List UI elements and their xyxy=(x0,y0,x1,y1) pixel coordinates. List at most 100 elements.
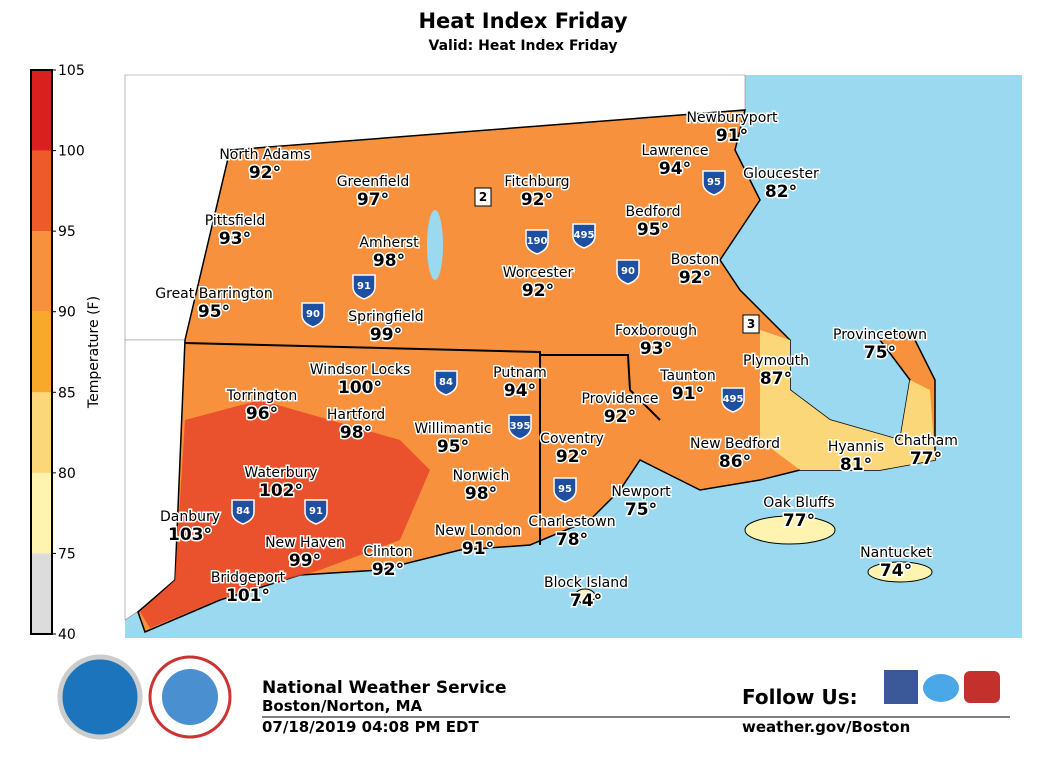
legend-band xyxy=(31,70,52,151)
city-name: Worcester xyxy=(503,265,574,281)
route-label: 84 xyxy=(439,377,453,388)
legend-tick-label: 85 xyxy=(58,385,76,401)
city-name: Provincetown xyxy=(833,327,927,343)
legend-band xyxy=(31,311,52,393)
city-temp: 91° xyxy=(462,539,494,559)
youtube-icon[interactable] xyxy=(964,671,1000,703)
route-label: 495 xyxy=(723,394,744,405)
interstate-shield xyxy=(304,499,328,525)
city-temp: 94° xyxy=(659,159,691,179)
city-temp: 93° xyxy=(640,339,672,359)
city-temp: 92° xyxy=(604,407,636,427)
city-temp: 100° xyxy=(338,378,382,398)
city-temp: 102° xyxy=(259,481,303,501)
twitter-icon[interactable] xyxy=(923,674,959,702)
city-name: Windsor Locks xyxy=(310,362,410,378)
city-temp: 92° xyxy=(679,268,711,288)
interstate-shield xyxy=(301,302,325,328)
city-temp: 92° xyxy=(249,163,281,183)
interstate-shield xyxy=(721,387,745,413)
legend-tick-label: 80 xyxy=(58,466,76,482)
interstate-shield xyxy=(508,414,532,440)
city-name: Lawrence xyxy=(641,143,708,159)
city-name: Norwich xyxy=(453,468,510,484)
route-label: 91 xyxy=(309,506,323,517)
city-name: Hartford xyxy=(327,407,385,423)
city-temp: 101° xyxy=(226,586,270,606)
route-label: 3 xyxy=(747,317,755,331)
city-name: Greenfield xyxy=(337,174,410,190)
interstate-shield xyxy=(616,259,640,285)
city-temp: 75° xyxy=(864,343,896,363)
city-temp: 95° xyxy=(437,437,469,457)
route-box xyxy=(474,187,492,207)
city-name: Block Island xyxy=(544,575,628,591)
interstate-shield xyxy=(553,477,577,503)
city-temp: 92° xyxy=(556,447,588,467)
city-name: Fitchburg xyxy=(504,174,569,190)
city-name: Bedford xyxy=(626,204,681,220)
city-name: Newport xyxy=(611,484,671,500)
city-name: Pittsfield xyxy=(205,213,266,229)
legend-band xyxy=(31,231,52,312)
city-name: Waterbury xyxy=(244,465,317,481)
legend-tick-label: 100 xyxy=(58,144,85,160)
city-temp: 95° xyxy=(637,220,669,240)
city-name: Plymouth xyxy=(743,353,809,369)
url[interactable]: weather.gov/Boston xyxy=(742,718,910,736)
city-temp: 91° xyxy=(672,384,704,404)
route-label: 90 xyxy=(306,309,320,320)
city-name: Gloucester xyxy=(743,166,819,182)
city-temp: 74° xyxy=(880,561,912,581)
subtitle: Valid: Heat Index Friday xyxy=(429,38,618,54)
city-temp: 81° xyxy=(840,455,872,475)
city-name: Oak Bluffs xyxy=(763,495,834,511)
legend-label: Temperature (F) xyxy=(86,296,102,409)
city-temp: 98° xyxy=(373,251,405,271)
city-name: Danbury xyxy=(160,509,220,525)
footer: National Weather Service Boston/Norton, … xyxy=(57,654,1010,740)
legend-band xyxy=(31,472,52,554)
legend-frame xyxy=(30,69,53,635)
city-name: Chatham xyxy=(894,433,958,449)
city-name: Nantucket xyxy=(860,545,932,561)
route-label: 95 xyxy=(707,177,721,188)
city-temp: 98° xyxy=(340,423,372,443)
legend-band xyxy=(31,150,52,232)
city-name: Clinton xyxy=(363,544,412,560)
route-label: 495 xyxy=(574,230,595,241)
interstate-shield xyxy=(231,499,255,525)
agency: National Weather Service xyxy=(262,678,507,698)
city-temp: 99° xyxy=(370,325,402,345)
labels: 2 190 495 90 91 90 84 395 495 95 95 84 91 3 North Adam… xyxy=(154,109,960,613)
city-name: Great Barrington xyxy=(155,286,272,302)
route-label: 2 xyxy=(479,190,487,204)
city-temp: 86° xyxy=(719,452,751,472)
legend-band xyxy=(31,392,52,473)
city-name: Newburyport xyxy=(686,110,778,126)
city-temp: 82° xyxy=(765,182,797,202)
interstate-shield xyxy=(434,370,458,396)
city-temp: 92° xyxy=(522,281,554,301)
reservoir xyxy=(427,210,443,280)
city-name: Foxborough xyxy=(615,323,697,339)
map xyxy=(124,74,1022,638)
route-label: 91 xyxy=(357,281,371,292)
city-name: Taunton xyxy=(659,368,716,384)
route-label: 84 xyxy=(236,506,250,517)
title: Heat Index Friday xyxy=(418,9,627,33)
city-temp: 95° xyxy=(198,302,230,322)
marthas-vineyard xyxy=(744,515,836,545)
interstate-shield xyxy=(352,274,376,300)
route-box xyxy=(742,314,760,334)
interstate-shield xyxy=(525,229,549,255)
city-temp: 77° xyxy=(910,449,942,469)
nantucket-island xyxy=(867,561,933,583)
follow: Follow Us: xyxy=(742,685,858,709)
city-name: Providence xyxy=(581,391,658,407)
facebook-icon[interactable] xyxy=(884,670,918,704)
city-temp: 91° xyxy=(716,126,748,146)
city-name: Willimantic xyxy=(414,421,491,437)
city-temp: 92° xyxy=(521,190,553,210)
